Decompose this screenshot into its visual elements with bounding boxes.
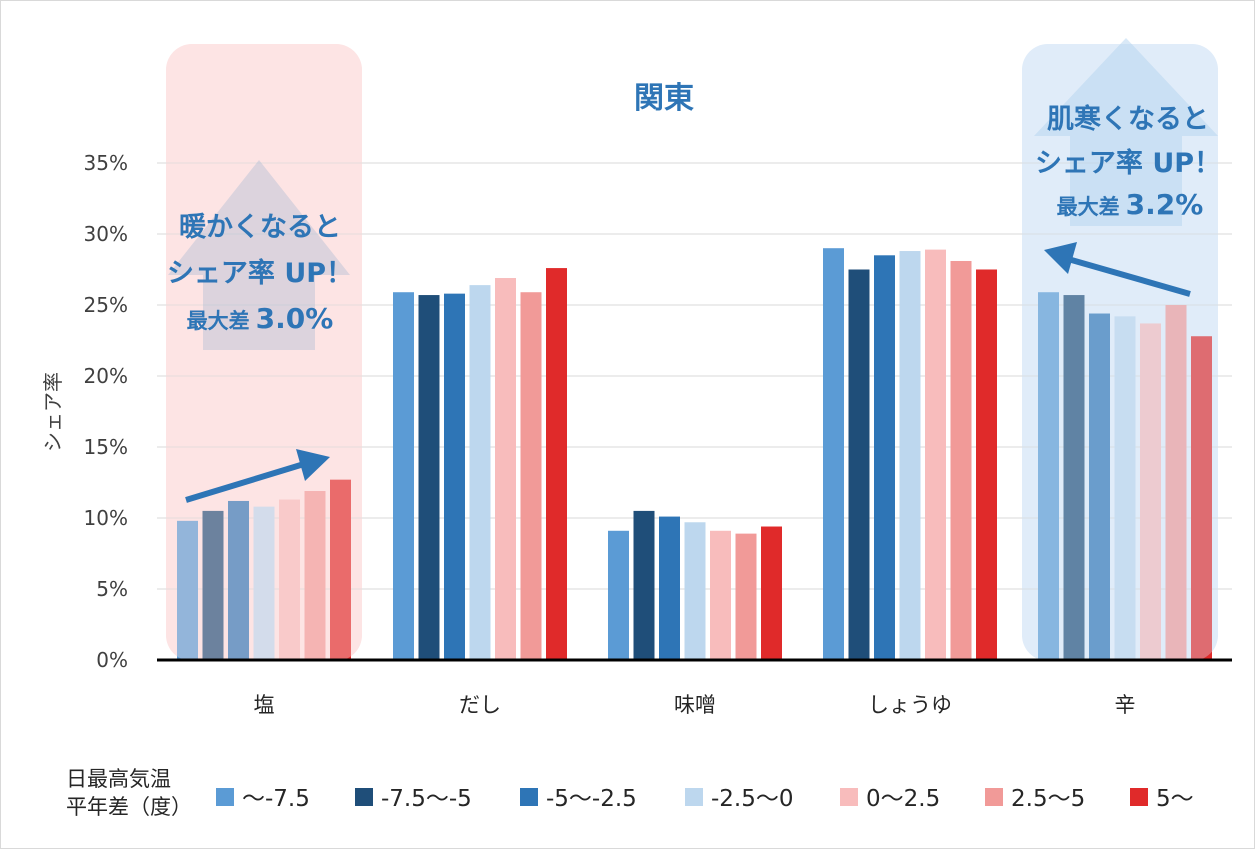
bar-4-4 bbox=[1140, 323, 1161, 660]
bar-0-4 bbox=[279, 499, 300, 660]
bar-0-3 bbox=[253, 506, 275, 660]
annotation-salt-diff: 最大差 3.0% bbox=[187, 302, 334, 335]
bar-2-1 bbox=[633, 510, 655, 660]
y-tick-label: 30% bbox=[84, 222, 128, 246]
bar-3-4 bbox=[925, 249, 946, 660]
annotation-salt-diff-label: 最大差 bbox=[187, 309, 250, 333]
legend-swatch bbox=[685, 788, 703, 806]
bar-3-0 bbox=[823, 248, 844, 660]
annotation-salt-line2: シェア率 UP！ bbox=[167, 257, 353, 289]
legend-label: 5〜 bbox=[1156, 786, 1194, 812]
annotation-spicy-diff-label: 最大差 bbox=[1057, 195, 1120, 219]
y-tick-label: 20% bbox=[84, 364, 128, 388]
bar-0-2 bbox=[228, 500, 249, 660]
annotation-salt-diff-value: 3.0% bbox=[256, 302, 334, 335]
annotation-spicy-diff-value: 3.2% bbox=[1126, 188, 1204, 221]
overlay-salt bbox=[166, 44, 362, 661]
category-label: しょうゆ bbox=[868, 693, 952, 717]
category-label: 辛 bbox=[1115, 693, 1136, 717]
legend: 日最高気温 平年差（度） 〜-7.5 -7.5〜-5 -5〜-2.5 -2.5〜0 0〜… bbox=[66, 767, 1194, 819]
bar-4-1 bbox=[1063, 295, 1085, 660]
category-label: だし bbox=[459, 693, 501, 717]
highlight-overlays bbox=[166, 38, 1218, 661]
legend-swatch bbox=[216, 788, 234, 806]
bar-0-0 bbox=[177, 520, 198, 660]
annotation-spicy-line2: シェア率 UP！ bbox=[1035, 147, 1221, 179]
bar-2-4 bbox=[710, 530, 731, 660]
chart-title: 関東 bbox=[634, 81, 694, 116]
category-labels: 塩 だし 味噌 しょうゆ 辛 bbox=[254, 693, 1136, 717]
annotation-spicy-diff: 最大差 3.2% bbox=[1057, 188, 1204, 221]
trend-arrow-salt bbox=[185, 449, 330, 503]
bar-2-6 bbox=[761, 526, 782, 660]
bar-2-3 bbox=[684, 522, 706, 660]
bar-0-5 bbox=[304, 491, 326, 660]
bar-1-1 bbox=[418, 295, 440, 660]
bar-3-2 bbox=[874, 255, 895, 661]
legend-label: -2.5〜0 bbox=[711, 786, 794, 812]
bar-1-5 bbox=[520, 292, 542, 660]
category-label: 味噌 bbox=[674, 693, 716, 717]
trend-arrow-spicy-head bbox=[1044, 242, 1077, 274]
bar-4-6 bbox=[1191, 336, 1212, 660]
y-axis-label: シェア率 bbox=[41, 372, 65, 452]
y-tick-label: 25% bbox=[84, 293, 128, 317]
bar-3-3 bbox=[899, 251, 921, 661]
bars bbox=[177, 248, 1212, 661]
bar-4-3 bbox=[1114, 316, 1136, 660]
bar-2-2 bbox=[659, 516, 680, 660]
legend-title-line1: 日最高気温 bbox=[66, 767, 171, 791]
y-tick-label: 5% bbox=[96, 577, 128, 601]
y-tick-label: 35% bbox=[84, 151, 128, 175]
bar-1-3 bbox=[469, 285, 491, 660]
legend-swatch bbox=[520, 788, 538, 806]
legend-swatch bbox=[840, 788, 858, 806]
bar-1-0 bbox=[393, 292, 414, 660]
legend-label: -5〜-2.5 bbox=[546, 786, 637, 812]
legend-swatch bbox=[985, 788, 1003, 806]
category-label: 塩 bbox=[254, 693, 275, 717]
bar-4-0 bbox=[1038, 292, 1059, 660]
bar-4-5 bbox=[1165, 305, 1187, 660]
legend-title-line2: 平年差（度） bbox=[66, 795, 192, 819]
trend-arrow-spicy bbox=[1044, 242, 1191, 297]
legend-swatch bbox=[1130, 788, 1148, 806]
bar-2-5 bbox=[735, 533, 757, 660]
trend-arrow-salt-head bbox=[296, 449, 330, 481]
bar-4-2 bbox=[1089, 313, 1110, 660]
bar-1-4 bbox=[495, 278, 516, 660]
bar-0-1 bbox=[202, 510, 224, 660]
y-tick-label: 15% bbox=[84, 435, 128, 459]
y-tick-labels: 0% 5% 10% 15% 20% 25% 30% 35% bbox=[84, 151, 128, 672]
y-tick-label: 10% bbox=[84, 506, 128, 530]
bar-2-0 bbox=[608, 530, 629, 660]
bar-3-1 bbox=[848, 269, 870, 660]
legend-label: -7.5〜-5 bbox=[381, 786, 472, 812]
legend-label: 2.5〜5 bbox=[1011, 786, 1085, 812]
y-tick-label: 0% bbox=[96, 648, 128, 672]
annotation-spicy-line1: 肌寒くなると bbox=[1047, 103, 1209, 135]
bar-3-5 bbox=[950, 260, 972, 660]
legend-label: 〜-7.5 bbox=[242, 786, 310, 812]
annotation-spicy: 肌寒くなると シェア率 UP！ 最大差 3.2% bbox=[1035, 103, 1221, 221]
legend-label: 0〜2.5 bbox=[866, 786, 940, 812]
bar-1-6 bbox=[546, 268, 567, 660]
annotation-salt: 暖かくなると シェア率 UP！ 最大差 3.0% bbox=[167, 212, 353, 335]
bar-3-6 bbox=[976, 269, 997, 660]
overlay-salt-arrow bbox=[168, 160, 350, 350]
overlay-spicy-arrow bbox=[1034, 38, 1218, 226]
annotation-salt-line1: 暖かくなると bbox=[179, 212, 341, 243]
legend-swatch bbox=[355, 788, 373, 806]
bar-1-2 bbox=[444, 293, 465, 660]
bar-0-6 bbox=[330, 479, 351, 660]
